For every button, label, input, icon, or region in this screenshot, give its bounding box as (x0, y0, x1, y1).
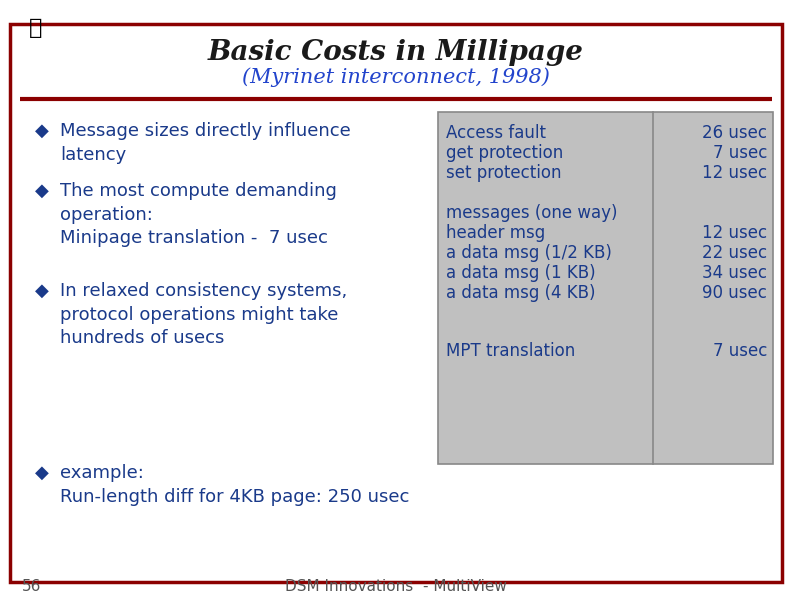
Text: get protection: get protection (446, 144, 563, 162)
Text: ◆: ◆ (35, 122, 49, 140)
Text: 12 usec: 12 usec (702, 164, 767, 182)
Text: Message sizes directly influence
latency: Message sizes directly influence latency (60, 122, 351, 163)
Text: ◆: ◆ (35, 182, 49, 200)
Text: 7 usec: 7 usec (713, 342, 767, 360)
Text: (Myrinet interconnect, 1998): (Myrinet interconnect, 1998) (242, 67, 550, 87)
Text: 90 usec: 90 usec (703, 284, 767, 302)
Text: Access fault: Access fault (446, 124, 546, 142)
Text: a data msg (1 KB): a data msg (1 KB) (446, 264, 596, 282)
Bar (438, 112, 773, 464)
Text: DSM Innovations  - MultiView: DSM Innovations - MultiView (285, 579, 507, 594)
Text: ◆: ◆ (35, 464, 49, 482)
Text: In relaxed consistency systems,
protocol operations might take
hundreds of usecs: In relaxed consistency systems, protocol… (60, 282, 347, 347)
Text: 12 usec: 12 usec (702, 224, 767, 242)
Text: messages (one way): messages (one way) (446, 204, 618, 222)
Text: 7 usec: 7 usec (713, 144, 767, 162)
Text: a data msg (1/2 KB): a data msg (1/2 KB) (446, 244, 612, 262)
Text: 56: 56 (22, 579, 41, 594)
Text: The most compute demanding
operation:
Minipage translation -  7 usec: The most compute demanding operation: Mi… (60, 182, 337, 247)
Text: Basic Costs in Millipage: Basic Costs in Millipage (208, 39, 584, 65)
Text: 🐞: 🐞 (29, 18, 42, 37)
Text: header msg: header msg (446, 224, 545, 242)
Text: 22 usec: 22 usec (702, 244, 767, 262)
Text: a data msg (4 KB): a data msg (4 KB) (446, 284, 596, 302)
Text: MPT translation: MPT translation (446, 342, 575, 360)
Text: ◆: ◆ (35, 282, 49, 300)
Text: set protection: set protection (446, 164, 562, 182)
Text: 34 usec: 34 usec (702, 264, 767, 282)
Text: 26 usec: 26 usec (702, 124, 767, 142)
Text: example:
Run-length diff for 4KB page: 250 usec: example: Run-length diff for 4KB page: 2… (60, 464, 409, 506)
